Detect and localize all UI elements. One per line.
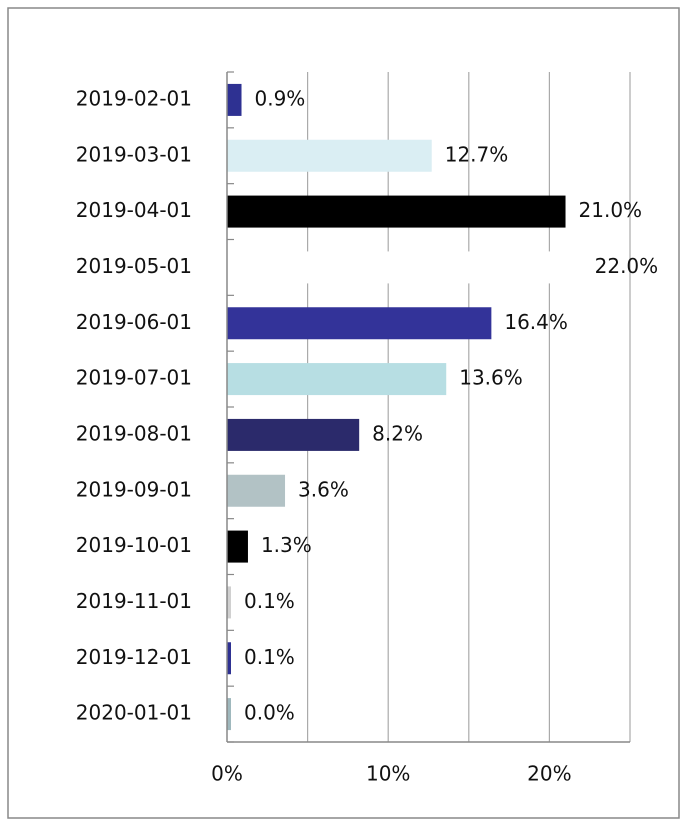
value-label: 0.1% xyxy=(244,589,295,613)
bar xyxy=(227,195,566,228)
bar xyxy=(227,698,231,731)
value-label: 22.0% xyxy=(595,254,659,278)
value-label: 12.7% xyxy=(445,142,509,166)
chart-frame xyxy=(7,7,680,819)
x-tick-label: 10% xyxy=(366,762,410,786)
y-tick-label: 2019-05-01 xyxy=(76,254,192,278)
y-tick-label: 2019-06-01 xyxy=(76,310,192,334)
value-label: 13.6% xyxy=(459,366,523,390)
value-label: 16.4% xyxy=(504,310,568,334)
y-tick-label: 2019-04-01 xyxy=(76,198,192,222)
value-label: 0.9% xyxy=(255,86,306,110)
y-tick-label: 2019-09-01 xyxy=(76,477,192,501)
bar xyxy=(227,83,242,116)
x-tick-label: 0% xyxy=(211,762,243,786)
value-label: 8.2% xyxy=(372,421,423,445)
y-tick-label: 2019-03-01 xyxy=(76,142,192,166)
y-tick-label: 2019-11-01 xyxy=(76,589,192,613)
bar xyxy=(227,474,286,507)
value-label: 21.0% xyxy=(579,198,643,222)
bar xyxy=(227,418,360,451)
y-tick-label: 2019-08-01 xyxy=(76,421,192,445)
y-tick-label: 2019-02-01 xyxy=(76,86,192,110)
y-tick-label: 2019-07-01 xyxy=(76,366,192,390)
y-tick-label: 2019-10-01 xyxy=(76,533,192,557)
bar xyxy=(227,642,231,675)
bar xyxy=(227,530,248,563)
bar xyxy=(227,586,231,619)
bar xyxy=(227,363,447,396)
bar xyxy=(227,251,582,284)
bar xyxy=(227,307,492,340)
y-tick-label: 2020-01-01 xyxy=(76,701,192,725)
value-label: 0.1% xyxy=(244,645,295,669)
value-label: 0.0% xyxy=(244,701,295,725)
bar xyxy=(227,139,432,172)
y-tick-label: 2019-12-01 xyxy=(76,645,192,669)
value-label: 3.6% xyxy=(298,477,349,501)
x-tick-label: 20% xyxy=(527,762,571,786)
value-label: 1.3% xyxy=(261,533,312,557)
